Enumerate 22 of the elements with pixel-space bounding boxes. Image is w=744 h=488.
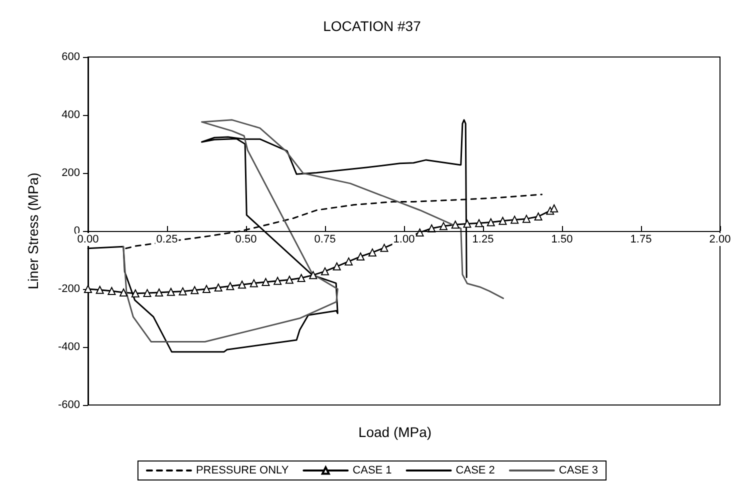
x-tick-label: 0.25 bbox=[156, 234, 178, 246]
x-tick-label: 1.50 bbox=[551, 234, 573, 246]
x-axis-title: Load (MPa) bbox=[358, 424, 432, 440]
legend-label: PRESSURE ONLY bbox=[196, 464, 290, 476]
legend-label: CASE 2 bbox=[456, 464, 495, 476]
legend-label: CASE 1 bbox=[352, 464, 392, 476]
x-tick-label: 2.00 bbox=[709, 234, 731, 246]
y-tick-label: -400 bbox=[58, 341, 80, 353]
x-tick-label: 1.25 bbox=[472, 234, 494, 246]
y-axis-title: Liner Stress (MPa) bbox=[25, 172, 41, 290]
y-tick-label: -200 bbox=[58, 283, 80, 295]
y-tick-label: 400 bbox=[62, 109, 80, 121]
legend-label: CASE 3 bbox=[558, 464, 598, 476]
x-tick-label: 0.00 bbox=[77, 234, 99, 246]
chart-title: LOCATION #37 bbox=[323, 18, 422, 34]
y-tick-label: 200 bbox=[62, 167, 80, 179]
y-tick-label: 600 bbox=[62, 51, 80, 63]
x-tick-label: 0.75 bbox=[314, 234, 336, 246]
x-tick-label: 1.00 bbox=[393, 234, 415, 246]
x-tick-label: 1.75 bbox=[630, 234, 652, 246]
x-tick-label: 0.50 bbox=[235, 234, 257, 246]
y-tick-label: -600 bbox=[58, 399, 80, 411]
